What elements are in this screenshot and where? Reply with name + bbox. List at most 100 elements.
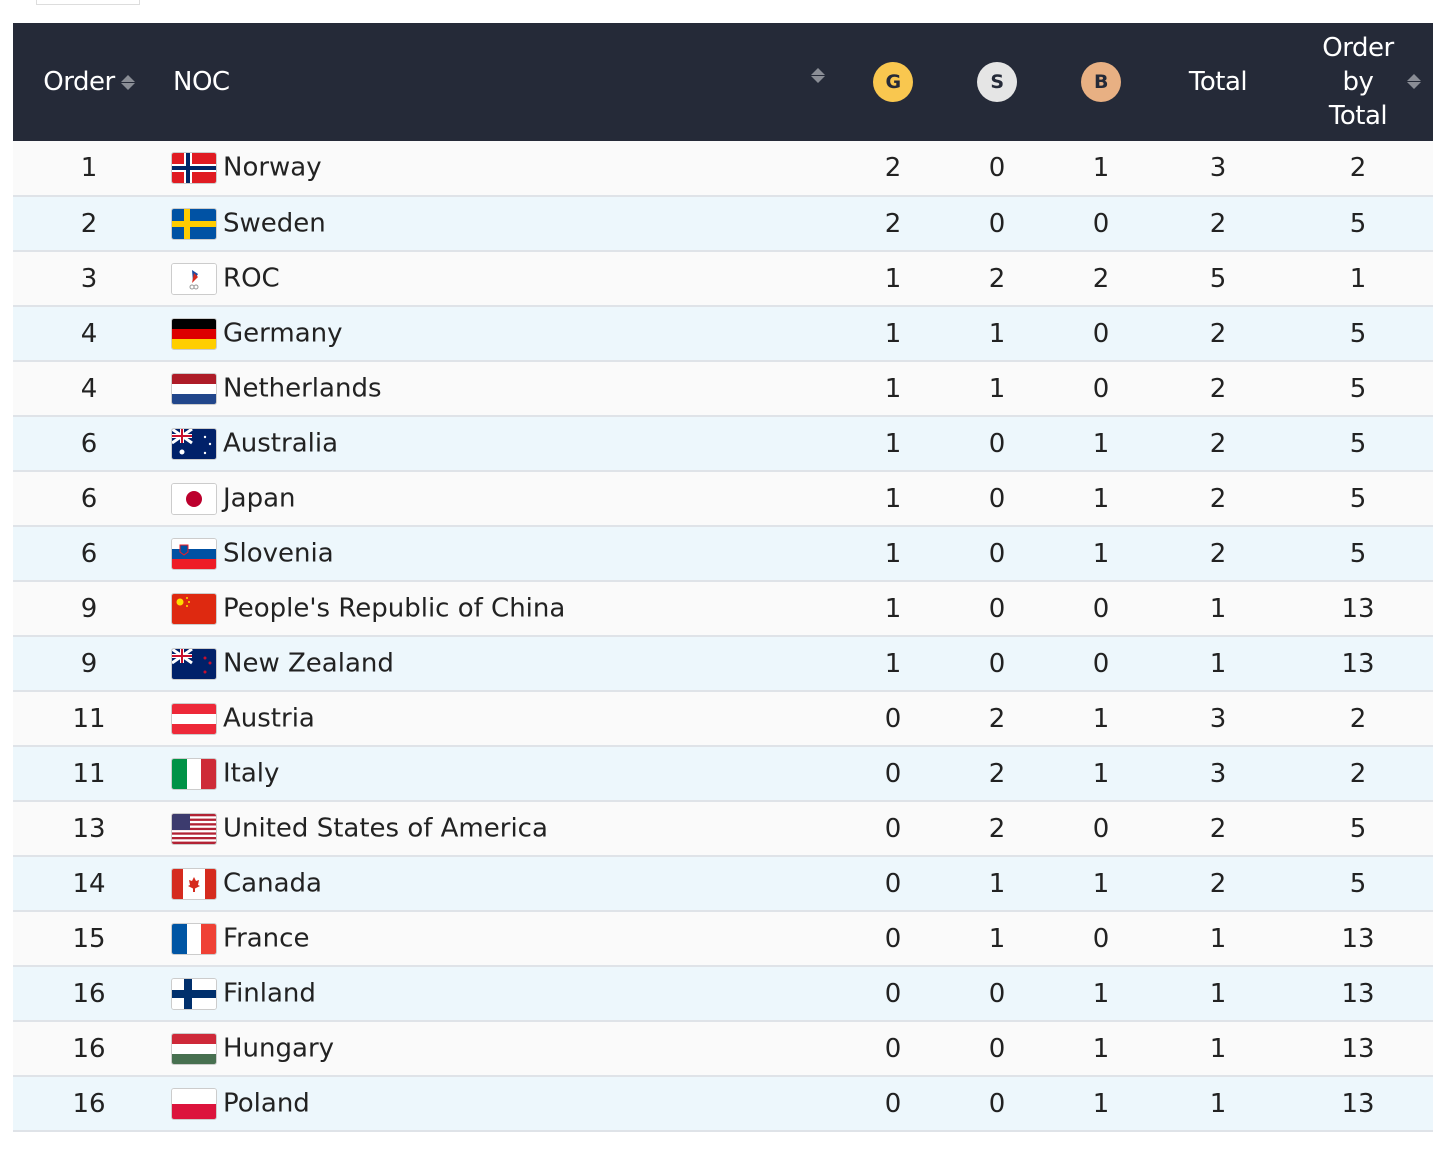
country-name[interactable]: Japan xyxy=(223,483,296,513)
order-cell: 16 xyxy=(72,978,106,1009)
total-cell: 2 xyxy=(1209,318,1227,349)
country-name[interactable]: Slovenia xyxy=(223,538,334,568)
order-by-total-cell: 13 xyxy=(1341,1033,1375,1064)
silver-cell: 1 xyxy=(988,318,1006,349)
bronze-cell: 0 xyxy=(1092,373,1110,404)
header-row: Order NOC G S B Total Order by Total xyxy=(13,23,1433,141)
silver-cell: 0 xyxy=(988,538,1006,569)
country-name[interactable]: People's Republic of China xyxy=(223,593,566,623)
order-by-total-cell: 5 xyxy=(1349,868,1367,899)
order-cell: 11 xyxy=(72,703,106,734)
flag-nz-icon xyxy=(171,647,217,680)
silver-medal-icon: S xyxy=(977,62,1017,102)
order-by-total-cell: 5 xyxy=(1349,483,1367,514)
order-by-total-cell: 1 xyxy=(1349,263,1367,294)
country-name[interactable]: Italy xyxy=(223,758,280,788)
country-name[interactable]: Finland xyxy=(223,978,316,1008)
table-row: 3 ROC 1 2 2 5 1 xyxy=(13,251,1433,306)
country-name[interactable]: Poland xyxy=(223,1088,310,1118)
noc-cell: Hungary xyxy=(165,1021,841,1076)
silver-cell: 0 xyxy=(988,648,1006,679)
noc-cell: People's Republic of China xyxy=(165,581,841,636)
sort-icon[interactable] xyxy=(1407,73,1421,90)
sort-icon[interactable] xyxy=(120,74,135,91)
order-cell: 13 xyxy=(72,813,106,844)
silver-header[interactable]: S xyxy=(945,23,1049,141)
table-row: 16 Finland 0 0 1 1 13 xyxy=(13,966,1433,1021)
country-name[interactable]: Germany xyxy=(223,318,343,348)
bronze-cell: 0 xyxy=(1092,813,1110,844)
country-name[interactable]: New Zealand xyxy=(223,648,394,678)
order-by-total-label: Order by Total xyxy=(1322,33,1394,131)
bronze-cell: 1 xyxy=(1092,483,1110,514)
gold-cell: 0 xyxy=(884,1033,902,1064)
gold-cell: 1 xyxy=(884,373,902,404)
bronze-cell: 1 xyxy=(1092,1088,1110,1119)
order-cell: 9 xyxy=(80,593,98,624)
bronze-cell: 2 xyxy=(1092,263,1110,294)
total-cell: 5 xyxy=(1209,263,1227,294)
flag-roc-icon xyxy=(171,262,217,295)
order-by-total-cell: 2 xyxy=(1349,758,1367,789)
country-name[interactable]: Canada xyxy=(223,868,322,898)
order-by-total-cell: 5 xyxy=(1349,208,1367,239)
country-name[interactable]: Netherlands xyxy=(223,373,382,403)
bronze-cell: 0 xyxy=(1092,648,1110,679)
total-cell: 3 xyxy=(1209,153,1227,183)
noc-cell: Canada xyxy=(165,856,841,911)
bronze-cell: 1 xyxy=(1092,978,1110,1009)
flag-au-icon xyxy=(171,427,217,460)
country-name[interactable]: Hungary xyxy=(223,1033,335,1063)
noc-header-label: NOC xyxy=(173,67,230,97)
noc-cell: New Zealand xyxy=(165,636,841,691)
noc-header[interactable]: NOC xyxy=(165,23,841,141)
gold-cell: 1 xyxy=(884,483,902,514)
country-name[interactable]: Sweden xyxy=(223,208,326,238)
silver-cell: 2 xyxy=(988,703,1006,734)
total-cell: 2 xyxy=(1209,483,1227,514)
bronze-cell: 1 xyxy=(1092,1033,1110,1064)
order-by-total-cell: 13 xyxy=(1341,923,1375,954)
silver-cell: 1 xyxy=(988,923,1006,954)
bronze-cell: 1 xyxy=(1092,758,1110,789)
order-by-total-header[interactable]: Order by Total xyxy=(1283,23,1433,141)
gold-cell: 0 xyxy=(884,703,902,734)
country-name[interactable]: Norway xyxy=(223,152,322,183)
flag-fr-icon xyxy=(171,922,217,955)
total-header[interactable]: Total xyxy=(1188,67,1248,97)
country-name[interactable]: Australia xyxy=(223,428,339,458)
noc-cell: Poland xyxy=(165,1076,841,1131)
order-by-total-cell: 13 xyxy=(1341,593,1375,624)
gold-cell: 0 xyxy=(884,978,902,1009)
gold-cell: 1 xyxy=(884,263,902,294)
noc-cell: France xyxy=(165,911,841,966)
order-header-label: Order xyxy=(43,67,115,97)
sort-icon[interactable] xyxy=(811,67,825,84)
order-cell: 1 xyxy=(80,153,98,183)
medal-table: Order NOC G S B Total Order by Total 1 No… xyxy=(13,23,1433,1132)
order-cell: 6 xyxy=(80,483,98,514)
bronze-cell: 0 xyxy=(1092,923,1110,954)
order-header[interactable]: Order xyxy=(13,23,165,141)
order-by-total-cell: 13 xyxy=(1341,648,1375,679)
total-cell: 1 xyxy=(1209,593,1227,624)
gold-header[interactable]: G xyxy=(841,23,945,141)
order-cell: 2 xyxy=(80,208,98,239)
gold-cell: 1 xyxy=(884,648,902,679)
total-cell: 2 xyxy=(1209,428,1227,459)
silver-cell: 0 xyxy=(988,208,1006,239)
country-name[interactable]: France xyxy=(223,923,310,953)
bronze-cell: 0 xyxy=(1092,318,1110,349)
country-name[interactable]: Austria xyxy=(223,703,315,733)
noc-cell: United States of America xyxy=(165,801,841,856)
bronze-cell: 1 xyxy=(1092,428,1110,459)
order-cell: 3 xyxy=(80,263,98,294)
table-row: 6 Slovenia 1 0 1 2 5 xyxy=(13,526,1433,581)
country-name[interactable]: United States of America xyxy=(223,813,548,843)
bronze-header[interactable]: B xyxy=(1049,23,1153,141)
order-cell: 4 xyxy=(80,373,98,404)
total-cell: 2 xyxy=(1209,538,1227,569)
country-name[interactable]: ROC xyxy=(223,263,280,293)
silver-cell: 1 xyxy=(988,373,1006,404)
noc-cell: Netherlands xyxy=(165,361,841,416)
